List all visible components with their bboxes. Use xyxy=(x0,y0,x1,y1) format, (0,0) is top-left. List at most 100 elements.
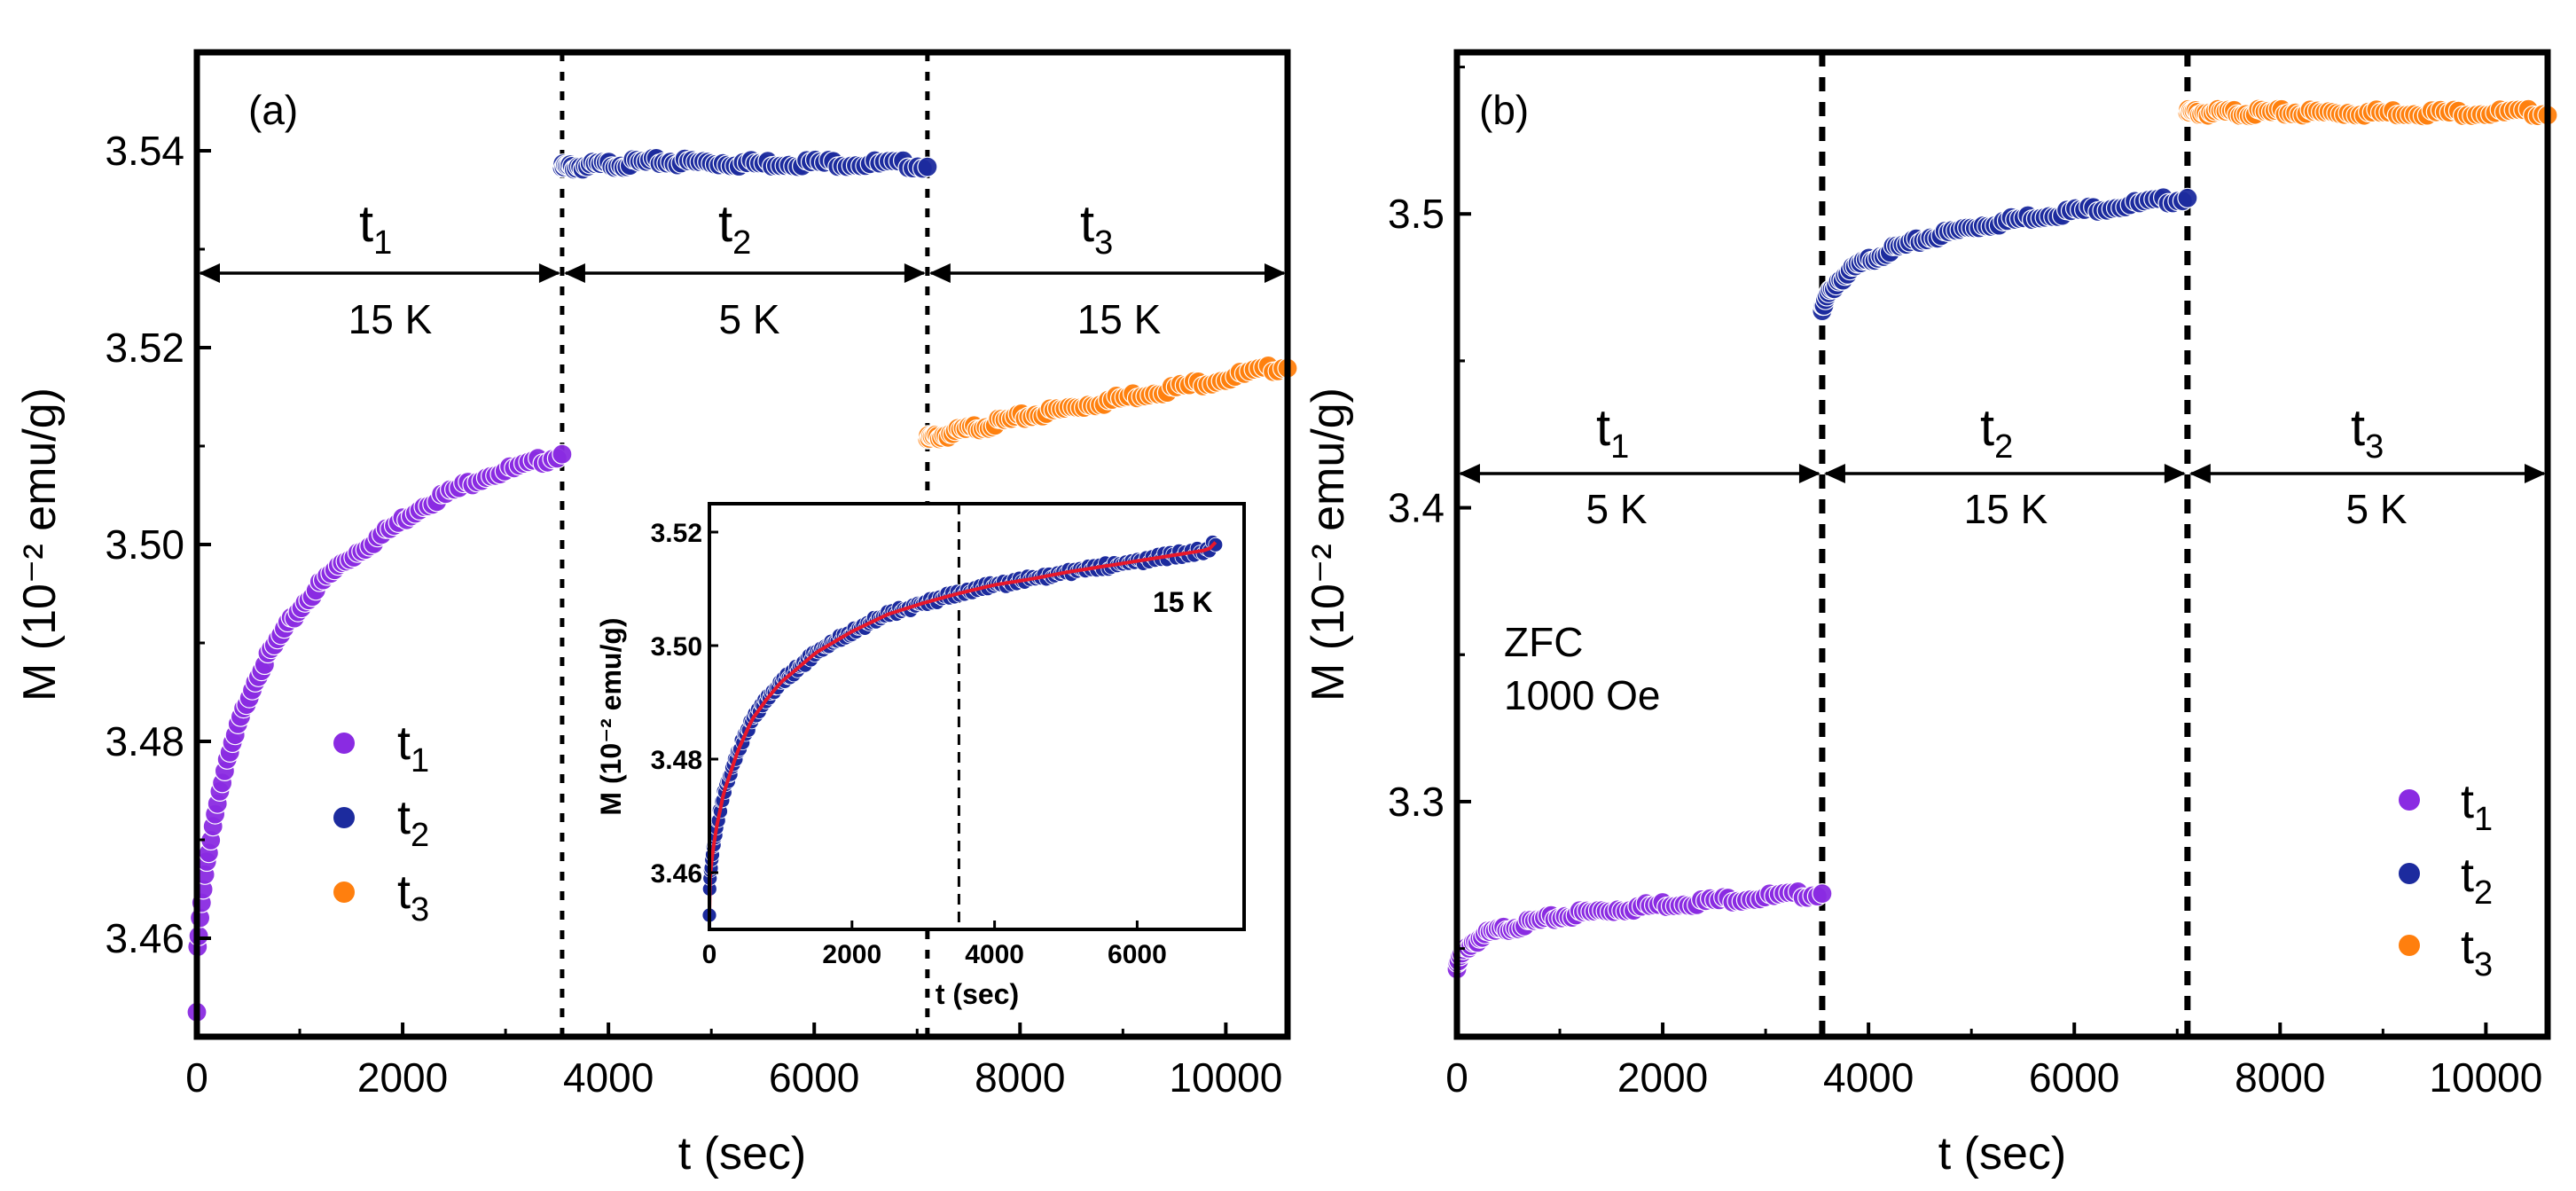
panel-a-xtick-label: 2000 xyxy=(357,1054,448,1101)
panel-b-seg3-temp: 5 K xyxy=(2345,486,2407,532)
inset-ylabel: M (10⁻² emu/g) xyxy=(595,617,627,815)
panel-a-span-arrowhead-left-3 xyxy=(928,263,951,283)
panel-b-seg3-symbol: t3 xyxy=(2351,399,2384,466)
panel-b-legend-t1-label: t1 xyxy=(2461,775,2493,838)
inset-ytick-label: 3.52 xyxy=(651,519,702,548)
panel-a-seg3-symbol: t3 xyxy=(1080,195,1113,262)
panel-b-seg2-symbol: t2 xyxy=(1980,399,2013,466)
panel-a-xtick-label: 6000 xyxy=(769,1054,859,1101)
panel-a-seg2-symbol: t2 xyxy=(718,195,751,262)
panel-b-seg2-temp: 15 K xyxy=(1964,486,2048,532)
inset-ytick-label: 3.46 xyxy=(651,859,702,889)
panel-b-t2-point xyxy=(2177,187,2198,208)
panel-a-ytick-label: 3.52 xyxy=(105,325,184,371)
panel-b-seg1-symbol: t1 xyxy=(1596,399,1629,466)
panel-a-ytick-label: 3.54 xyxy=(105,128,184,174)
panel-b-span-arrowhead-right-2 xyxy=(2164,464,2186,483)
panel-a-data-layer xyxy=(186,52,1298,1037)
panel-a-ylabel: M (10⁻² emu/g) xyxy=(14,388,66,701)
panel-a-axes: 0 2000 4000 6000 8000 10000 3.46 3.48 3.50 3.52 3.… xyxy=(105,128,1282,1101)
panel-b-span-arrowhead-right-3 xyxy=(2525,464,2546,483)
panel-a-xtick-label: 10000 xyxy=(1169,1054,1282,1101)
panel-b-seg1-sub: 1 xyxy=(1610,428,1629,466)
inset-xtick-label: 6000 xyxy=(1108,940,1167,969)
panel-a-legend-t3-label: t3 xyxy=(397,866,429,929)
panel-b-xtick-label: 10000 xyxy=(2429,1054,2542,1101)
panel-b-t1-point xyxy=(1812,882,1833,905)
inset-ytick-label: 3.48 xyxy=(651,746,702,775)
panel-a-xlabel: t (sec) xyxy=(678,1128,806,1179)
inset-xtick-label: 4000 xyxy=(965,940,1024,969)
panel-a-xtick-label: 8000 xyxy=(975,1054,1065,1101)
panel-a-span-arrowhead-right-2 xyxy=(904,263,926,283)
panel-b-annotation-field: 1000 Oe xyxy=(1504,672,1660,718)
panel-b-xtick-label: 2000 xyxy=(1617,1054,1708,1101)
panel-b-label: (b) xyxy=(1479,87,1529,133)
panel-b-legend-t2-marker xyxy=(2399,863,2420,884)
panel-a-ytick-label: 3.46 xyxy=(105,915,184,961)
panel-a-span-arrowhead-left-1 xyxy=(199,263,220,283)
inset-xtick-label: 0 xyxy=(702,940,717,969)
panel-b-seg1-temp: 5 K xyxy=(1586,486,1647,532)
panel-a-ytick-label: 3.48 xyxy=(105,718,184,764)
panel-a-seg1-temp: 15 K xyxy=(348,296,433,342)
panel-b: 0 2000 4000 6000 8000 10000 3.3 3.4 3.5 (b) t1 t… xyxy=(1303,49,2558,1179)
inset-xlabel: t (sec) xyxy=(936,978,1019,1010)
panel-a-legend-t2-marker xyxy=(333,807,355,828)
panel-a-ytick-label: 3.50 xyxy=(105,521,184,568)
panel-b-span-arrowhead-right-1 xyxy=(1798,464,1820,483)
panel-b-ytick-label: 3.4 xyxy=(1388,485,1445,531)
panel-a-seg1-sub: 1 xyxy=(373,224,392,262)
panel-b-seg3-sub: 3 xyxy=(2365,428,2384,466)
panel-a-seg2-sub: 2 xyxy=(732,224,751,262)
panel-a-legend: t1 t2 t3 xyxy=(333,717,429,929)
inset-frame xyxy=(708,502,1246,931)
panel-a-label: (a) xyxy=(248,87,298,133)
panel-b-data-layer xyxy=(1446,52,2558,1037)
panel-a-xtick-label: 4000 xyxy=(563,1054,654,1101)
panel-b-seg2-sub: 2 xyxy=(1994,428,2013,466)
panel-b-span-arrowhead-left-1 xyxy=(1459,464,1480,483)
panel-a-span-arrowhead-right-3 xyxy=(1265,263,1286,283)
panel-b-xtick-label: 4000 xyxy=(1823,1054,1914,1101)
panel-b-xtick-label: 6000 xyxy=(2029,1054,2119,1101)
panel-a-seg1-symbol: t1 xyxy=(359,195,392,262)
panel-b-ytick-label: 3.5 xyxy=(1388,191,1445,237)
inset-chart: 0 2000 4000 6000 3.46 3.48 3.50 3.52 15 K t (se… xyxy=(595,502,1246,1010)
panel-a-xtick-label: 0 xyxy=(185,1054,208,1101)
inset-annotation: 15 K xyxy=(1153,586,1213,618)
inset-axes: 0 2000 4000 6000 3.46 3.48 3.50 3.52 xyxy=(651,519,1167,969)
panel-b-ytick-label: 3.3 xyxy=(1388,779,1445,825)
panel-b-xlabel: t (sec) xyxy=(1938,1128,2066,1179)
inset-fit-line xyxy=(708,541,1218,916)
panel-a-seg3-sub: 3 xyxy=(1094,224,1113,262)
panel-b-legend-t3-label: t3 xyxy=(2461,921,2493,983)
panel-a-legend-t2-label: t2 xyxy=(397,791,429,854)
panel-b-xtick-label: 0 xyxy=(1445,1054,1468,1101)
panel-b-frame xyxy=(1453,49,2551,1040)
panel-a-legend-t1-label: t1 xyxy=(397,717,429,780)
panel-a-seg3-temp: 15 K xyxy=(1077,296,1162,342)
inset-data-layer xyxy=(701,504,1224,929)
panel-a-t1-point xyxy=(552,443,573,465)
panel-b-span-arrowhead-left-2 xyxy=(1823,464,1845,483)
panel-a: 0 2000 4000 6000 8000 10000 3.46 3.48 3.50 3.52 3.… xyxy=(14,49,1298,1179)
panel-b-xtick-label: 8000 xyxy=(2235,1054,2325,1101)
panel-b-span-arrowhead-left-3 xyxy=(2188,464,2211,483)
panel-a-span-arrowhead-left-2 xyxy=(563,263,585,283)
panel-a-legend-t3-marker xyxy=(333,881,355,903)
inset-ytick-label: 3.50 xyxy=(651,632,702,662)
panel-b-ylabel: M (10⁻² emu/g) xyxy=(1303,388,1354,701)
panel-b-legend: t1 t2 t3 xyxy=(2399,775,2493,983)
panel-a-t2-point xyxy=(917,156,938,177)
panel-a-legend-t1-marker xyxy=(333,733,355,754)
panel-b-legend-t3-marker xyxy=(2399,935,2420,956)
panel-b-axes: 0 2000 4000 6000 8000 10000 3.3 3.4 3.5 xyxy=(1388,66,2542,1101)
panel-b-annotation-zfc: ZFC xyxy=(1504,619,1583,665)
panel-b-legend-t1-marker xyxy=(2399,789,2420,811)
inset-xtick-label: 2000 xyxy=(822,940,881,969)
inset-background xyxy=(709,504,1244,929)
panel-a-span-arrowhead-right-1 xyxy=(538,263,560,283)
panel-b-legend-t2-label: t2 xyxy=(2461,849,2493,912)
